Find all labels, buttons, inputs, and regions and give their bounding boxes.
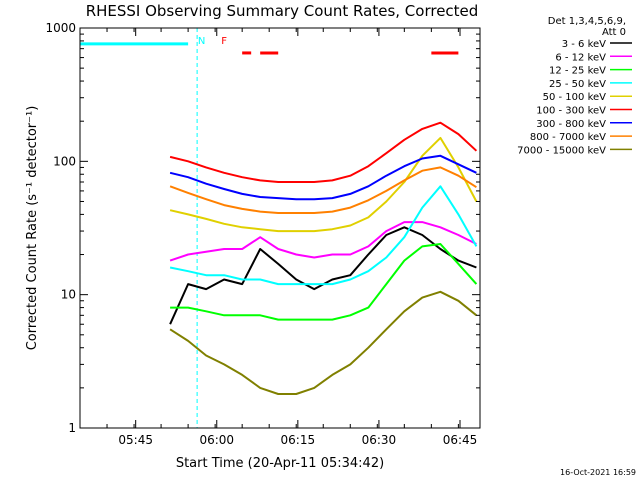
series-line-2 [170, 243, 478, 321]
legend-label: 800 - 7000 keV [530, 132, 606, 143]
y-axis-label: Corrected Count Rate (s⁻¹ detector⁻¹) [25, 106, 40, 351]
legend-label: 50 - 100 keV [543, 92, 607, 103]
annotation-label: N [198, 36, 205, 47]
x-tick-label: 06:30 [362, 433, 397, 447]
chart-title: RHESSI Observing Summary Count Rates, Co… [86, 2, 479, 20]
annotation-label: F [221, 36, 227, 47]
legend-header: Det 1,3,4,5,6,9, [548, 16, 626, 27]
plot-frame [79, 27, 481, 429]
legend-label: 6 - 12 keV [555, 52, 606, 63]
legend: Det 1,3,4,5,6,9,Att 03 - 6 keV 6 - 12 keV… [517, 16, 632, 156]
legend-header: Att 0 [602, 27, 626, 38]
x-tick-label: 05:45 [118, 433, 153, 447]
legend-label: 12 - 25 keV [549, 66, 606, 77]
legend-label: 25 - 50 keV [549, 79, 606, 90]
series-line-7 [169, 166, 477, 214]
x-tick-label: 06:15 [281, 433, 316, 447]
legend-label: 300 - 800 keV [536, 119, 606, 130]
legend-label: 3 - 6 keV [562, 39, 606, 50]
series-line-4 [169, 136, 478, 233]
series-line-6 [169, 154, 477, 201]
legend-label: 100 - 300 keV [536, 106, 606, 117]
series-line-8 [169, 290, 478, 395]
y-tick-label: 100 [53, 154, 76, 168]
timestamp: 16-Oct-2021 16:59 [560, 468, 636, 477]
y-tick-label: 1 [68, 421, 76, 435]
x-tick-label: 06:45 [443, 433, 478, 447]
x-axis-label: Start Time (20-Apr-11 05:34:42) [176, 456, 384, 471]
y-tick-label: 10 [61, 288, 76, 302]
x-tick-label: 06:00 [199, 433, 234, 447]
series-line-3 [169, 185, 478, 286]
axes: 1 10 100 1000 05:45 06:00 06:15 06:30 06:45 [45, 21, 481, 447]
y-tick-label: 1000 [45, 21, 76, 35]
series-line-1 [169, 221, 477, 262]
legend-label: 7000 - 15000 keV [517, 145, 606, 156]
series-line-5 [169, 121, 478, 183]
